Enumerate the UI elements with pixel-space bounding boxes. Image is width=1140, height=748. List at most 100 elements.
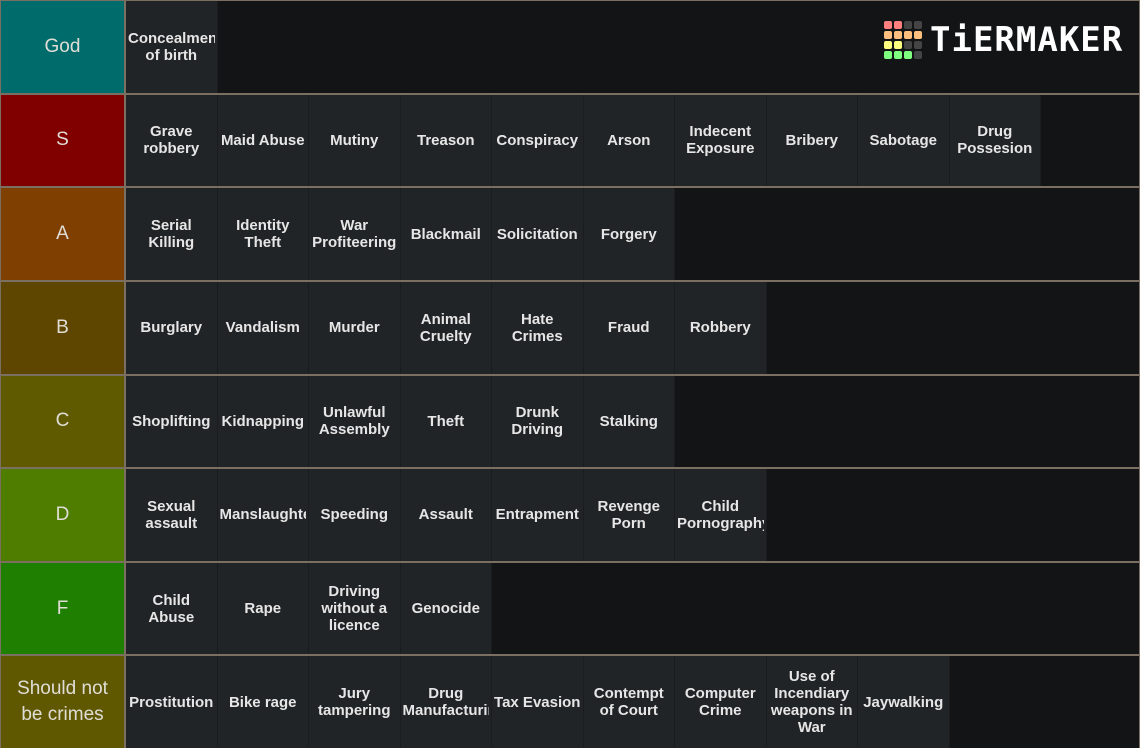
tier-item[interactable]: Drunk Driving	[492, 375, 584, 468]
tier-item[interactable]: Entrapment	[492, 469, 584, 561]
tier-item[interactable]: Use of Incendiary weapons in War	[766, 656, 858, 748]
tier-item[interactable]: Maid Abuse	[217, 94, 309, 187]
tier-item-label: Bike rage	[228, 693, 297, 711]
tier-item[interactable]: Solicitation	[492, 188, 584, 280]
tier-item[interactable]: Revenge Porn	[583, 469, 675, 561]
tier-item[interactable]: Jury tampering	[309, 656, 401, 748]
tier-item-label: Child Abuse	[148, 591, 195, 626]
tier-row: B Burglary Vandalism Murder Animal Cruelty Ha…	[1, 281, 1139, 374]
logo-cell	[904, 21, 912, 29]
tier-item-label: Revenge Porn	[597, 497, 661, 532]
tier-label[interactable]: A	[1, 188, 124, 280]
tier-item[interactable]: Vandalism	[217, 281, 309, 374]
tier-item-label: Arson	[607, 131, 651, 149]
tier-item[interactable]: Theft	[400, 375, 492, 468]
tier-item[interactable]: Child Pornography	[675, 469, 767, 561]
tier-label[interactable]: C	[1, 375, 124, 468]
tier-item[interactable]: Driving without a licence	[309, 562, 401, 655]
tier-item[interactable]: Grave robbery	[126, 94, 218, 187]
tier-item[interactable]: Animal Cruelty	[400, 281, 492, 374]
tier-item[interactable]: Fraud	[583, 281, 675, 374]
tier-item[interactable]: Arson	[583, 94, 675, 187]
tier-label[interactable]: B	[1, 281, 124, 374]
tier-items: Shoplifting Kidnapping Unlawful Assembly Th…	[126, 375, 1139, 468]
tier-item[interactable]: Drug Manufacturing	[400, 656, 492, 748]
logo-grid-icon	[884, 21, 922, 59]
tier-item-label: Blackmail	[410, 225, 481, 243]
tier-row: F Child Abuse Rape Driving without a licenc…	[1, 562, 1139, 655]
logo-cell	[894, 51, 902, 59]
tier-item-label: Sabotage	[869, 131, 937, 149]
tier-item[interactable]: Hate Crimes	[492, 281, 584, 374]
tier-item-label: Driving without a licence	[321, 583, 388, 635]
tier-item-label: Use of Incendiary weapons in War	[770, 668, 853, 737]
tier-item[interactable]: Prostitution	[126, 656, 218, 748]
tier-item[interactable]: Sabotage	[858, 94, 950, 187]
tier-row: A Serial Killing Identity Theft War Profite…	[1, 188, 1139, 280]
tier-item-label: Mutiny	[330, 131, 379, 149]
tier-item-label: Manslaughter	[219, 506, 307, 524]
tier-item[interactable]: Sexual assault	[126, 469, 218, 561]
tier-item[interactable]: Manslaughter	[217, 469, 309, 561]
tier-item[interactable]: Tax Evasion	[492, 656, 584, 748]
tier-item[interactable]: Speeding	[309, 469, 401, 561]
tier-item-label: Concealment of birth	[128, 29, 215, 64]
tier-item[interactable]: Bike rage	[217, 656, 309, 748]
tier-item-label: Speeding	[320, 506, 388, 524]
tier-item-label: Serial Killing	[148, 217, 195, 252]
tier-item-label: Robbery	[689, 319, 751, 337]
tier-items: Child Abuse Rape Driving without a licence…	[126, 562, 1139, 655]
tier-item[interactable]: Assault	[400, 469, 492, 561]
logo-cell	[914, 21, 922, 29]
tier-item[interactable]: Indecent Exposure	[675, 94, 767, 187]
tier-row: God Concealment of birth	[1, 1, 1139, 93]
tier-label[interactable]: God	[1, 1, 124, 93]
logo-cell	[904, 41, 912, 49]
tier-item[interactable]: Conspiracy	[492, 94, 584, 187]
tier-items: Burglary Vandalism Murder Animal Cruelty Hat…	[126, 281, 1139, 374]
tier-item-label: Drunk Driving	[511, 404, 564, 439]
tier-item[interactable]: Stalking	[583, 375, 675, 468]
tier-item[interactable]: Computer Crime	[675, 656, 767, 748]
tier-item[interactable]: Kidnapping	[217, 375, 309, 468]
tier-item[interactable]: Child Abuse	[126, 562, 218, 655]
tier-item-label: Jury tampering	[317, 685, 391, 720]
tier-item[interactable]: Drug Possesion	[949, 94, 1041, 187]
tier-item[interactable]: Treason	[400, 94, 492, 187]
tier-item[interactable]: Shoplifting	[126, 375, 218, 468]
tier-item-label: Murder	[328, 319, 380, 337]
tier-label[interactable]: S	[1, 94, 124, 187]
tier-item[interactable]: Contempt of Court	[583, 656, 675, 748]
tier-item[interactable]: Blackmail	[400, 188, 492, 280]
tier-label[interactable]: D	[1, 469, 124, 561]
tier-item-label: Identity Theft	[236, 217, 290, 252]
tier-item[interactable]: Burglary	[126, 281, 218, 374]
tier-item[interactable]: Robbery	[675, 281, 767, 374]
tier-item[interactable]: War Profiteering	[309, 188, 401, 280]
tier-item[interactable]: Unlawful Assembly	[309, 375, 401, 468]
tier-item-label: Hate Crimes	[511, 310, 563, 345]
tier-item[interactable]: Serial Killing	[126, 188, 218, 280]
tier-row: Should not be crimes Prostitution Bike rag…	[1, 656, 1139, 748]
logo-cell	[884, 41, 892, 49]
logo-text: TiERMAKER	[930, 20, 1124, 60]
tier-item[interactable]: Forgery	[583, 188, 675, 280]
tier-item[interactable]: Identity Theft	[217, 188, 309, 280]
tier-items: Prostitution Bike rage Jury tampering Drug …	[126, 656, 1139, 748]
tier-row: C Shoplifting Kidnapping Unlawful Assembly T…	[1, 375, 1139, 468]
tier-item[interactable]: Genocide	[400, 562, 492, 655]
logo-cell	[894, 31, 902, 39]
tier-item-label: Shoplifting	[132, 412, 211, 430]
tier-label[interactable]: Should not be crimes	[1, 656, 124, 748]
tier-item-label: Treason	[416, 131, 475, 149]
tier-item-label: Bribery	[785, 131, 839, 149]
tier-item[interactable]: Concealment of birth	[126, 1, 218, 93]
tier-item[interactable]: Rape	[217, 562, 309, 655]
tier-item[interactable]: Bribery	[766, 94, 858, 187]
tier-item[interactable]: Murder	[309, 281, 401, 374]
tier-item-label: Solicitation	[496, 225, 578, 243]
tier-label[interactable]: F	[1, 562, 124, 655]
tier-item[interactable]: Jaywalking	[858, 656, 950, 748]
tier-item[interactable]: Mutiny	[309, 94, 401, 187]
